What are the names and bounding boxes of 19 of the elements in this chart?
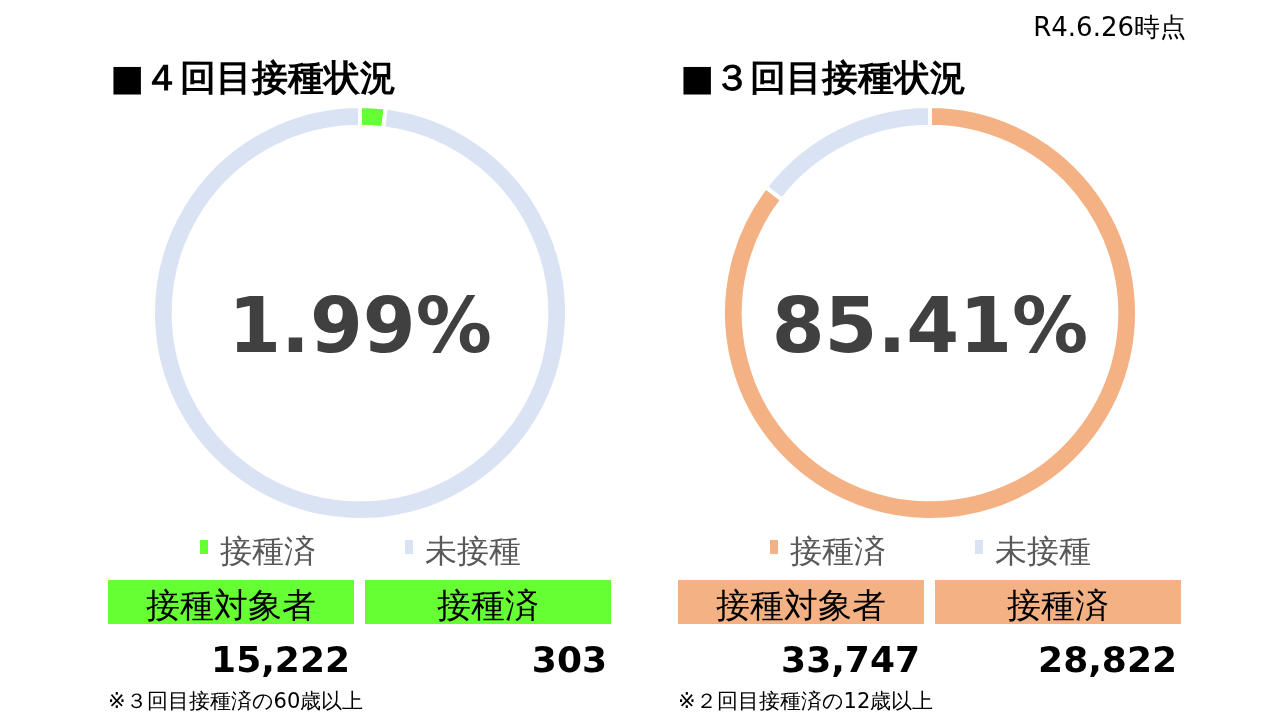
text: 1.99% <box>228 281 492 370</box>
text: 28,822 <box>1038 639 1177 680</box>
legend-label: 未接種 <box>425 532 521 570</box>
text: ※２回目接種済の12歳以上 <box>678 689 934 713</box>
text: 303 <box>531 639 607 680</box>
chart-title: ■４回目接種状況 <box>110 57 397 98</box>
legend-label: 接種済 <box>220 532 316 570</box>
text: 接種済 <box>437 585 539 625</box>
chart-title: ■３回目接種状況 <box>680 57 967 98</box>
text: 接種対象者 <box>146 585 316 625</box>
text: 85.41% <box>771 281 1089 370</box>
text: R4.6.26時点 <box>1033 12 1186 42</box>
legend-label: 未接種 <box>995 532 1091 570</box>
text: 15,222 <box>211 639 350 680</box>
legend-label: 接種済 <box>790 532 886 570</box>
text: 接種対象者 <box>716 585 886 625</box>
text: 33,747 <box>781 639 920 680</box>
text: 接種済 <box>1007 585 1109 625</box>
text: ※３回目接種済の60歳以上 <box>108 689 364 713</box>
